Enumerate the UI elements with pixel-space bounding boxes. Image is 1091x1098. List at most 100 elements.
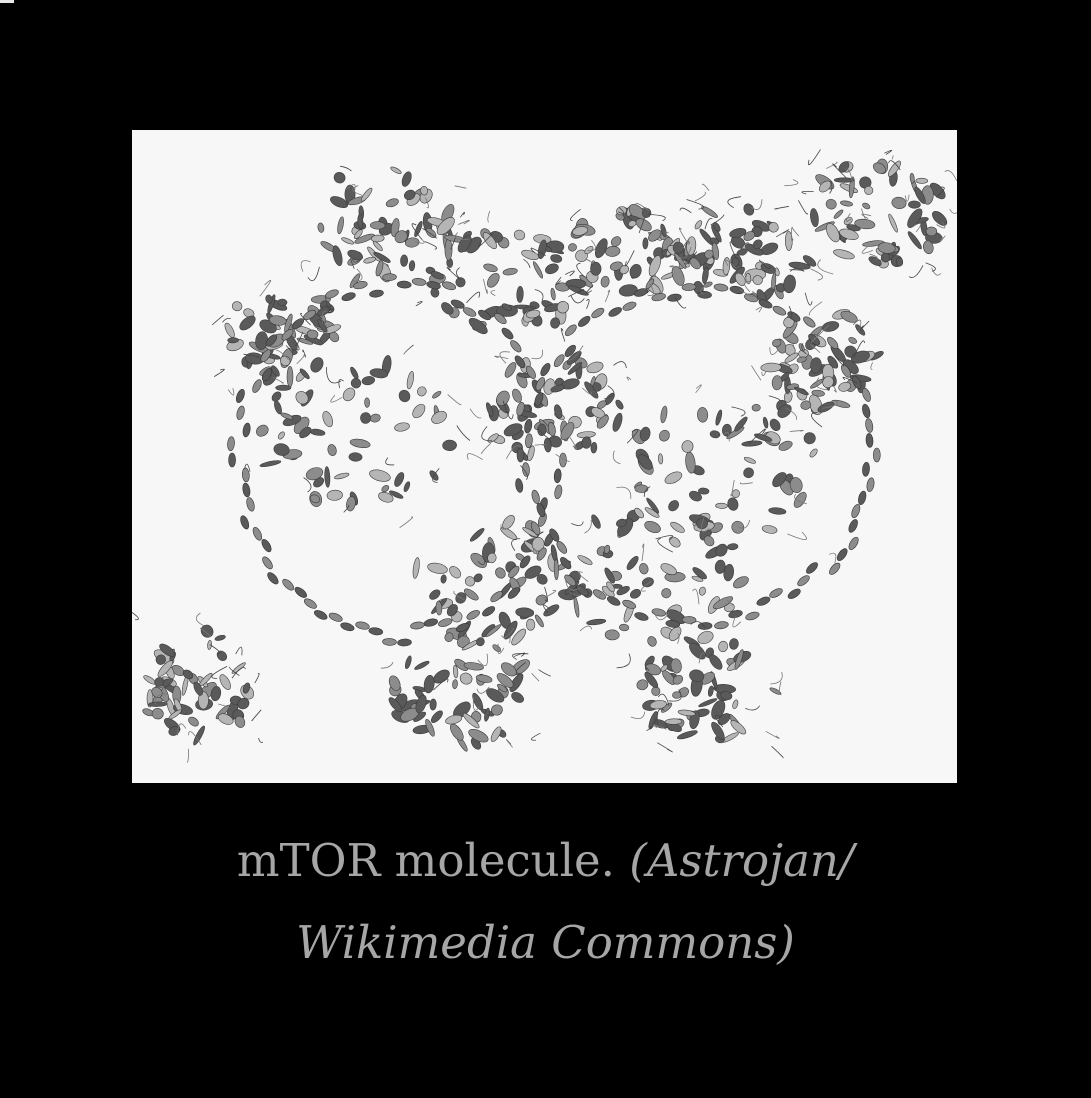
helix-segment — [408, 260, 416, 272]
coil-strand — [698, 652, 706, 664]
helix-segment — [610, 236, 622, 247]
helix-segment — [723, 563, 734, 582]
coil-strand — [520, 465, 528, 480]
coil-strand — [251, 709, 262, 722]
helix-segment — [848, 337, 858, 344]
helix-segment — [214, 634, 226, 641]
helix-segment — [681, 440, 694, 453]
coil-strand — [640, 580, 652, 592]
helix-segment — [346, 496, 356, 512]
coil-strand — [710, 214, 725, 226]
coil-strand — [380, 662, 394, 669]
ring-helix — [852, 375, 862, 390]
helix-segment — [909, 172, 915, 184]
helix-segment — [590, 261, 602, 276]
ring-helix — [806, 562, 818, 574]
helix-segment — [568, 285, 589, 296]
helix-segment — [545, 263, 559, 275]
coil-strand — [477, 560, 486, 566]
coil-strand — [738, 519, 751, 529]
coil-strand — [531, 349, 544, 360]
helix-segment — [404, 189, 416, 201]
helix-segment — [370, 234, 385, 243]
coil-strand — [350, 258, 355, 269]
helix-segment — [512, 388, 522, 403]
helix-segment — [689, 490, 702, 502]
coil-strand — [647, 283, 654, 296]
helix-segment — [689, 669, 705, 683]
coil-strand — [564, 577, 581, 591]
helix-segment — [691, 575, 704, 582]
coil-strand — [769, 347, 779, 355]
helix-segment — [271, 391, 282, 402]
coil-strand — [845, 213, 852, 222]
coil-strand — [784, 179, 799, 187]
coil-strand — [815, 377, 828, 391]
coil-strand — [340, 165, 352, 172]
ring-helix — [865, 433, 874, 448]
coil-strand — [424, 241, 438, 250]
coil-strand — [770, 671, 783, 685]
helix-segment — [310, 357, 324, 373]
ring-helix — [397, 638, 412, 647]
helix-segment — [452, 679, 458, 689]
ring-helix — [314, 610, 328, 620]
ring-helix — [282, 578, 295, 591]
helix-segment — [531, 537, 545, 552]
coil-strand — [542, 604, 551, 613]
helix-segment — [636, 679, 649, 691]
coil-strand — [755, 306, 763, 313]
coil-strand — [459, 211, 465, 218]
helix-segment — [445, 714, 463, 725]
helix-segment — [660, 405, 668, 424]
coil-strand — [450, 236, 457, 250]
coil-strand — [829, 180, 833, 194]
helix-segment — [754, 433, 773, 442]
ring-helix — [559, 452, 567, 468]
helix-segment — [431, 410, 447, 424]
helix-segment — [534, 614, 544, 628]
helix-segment — [567, 350, 582, 365]
helix-segment — [193, 681, 203, 696]
coil-strand — [748, 428, 766, 445]
helix-segment — [717, 713, 731, 726]
helix-segment — [317, 222, 325, 233]
coil-strand — [568, 289, 585, 298]
helix-segment — [895, 257, 904, 267]
ring-helix — [549, 528, 560, 542]
helix-segment — [553, 559, 559, 581]
ring-helix — [514, 355, 526, 369]
helix-segment — [743, 456, 756, 464]
helix-segment — [751, 403, 761, 412]
coil-strand — [497, 643, 505, 654]
ring-helix — [531, 489, 540, 505]
helix-segment — [429, 698, 437, 711]
helix-segment — [515, 607, 535, 618]
helix-segment — [644, 671, 659, 689]
helix-segment — [734, 272, 746, 286]
ring-helix — [592, 589, 606, 600]
helix-segment — [661, 588, 672, 599]
helix-segment — [440, 574, 447, 584]
coil-strand — [499, 351, 511, 364]
ring-helix — [862, 387, 871, 402]
coil-strand — [822, 400, 838, 409]
helix-segment — [637, 454, 653, 470]
coil-strand — [750, 199, 763, 210]
helix-segment — [403, 481, 411, 492]
ring-helix — [303, 598, 317, 609]
helix-segment — [864, 185, 874, 195]
helix-segment — [639, 426, 651, 442]
ring-helix — [261, 539, 272, 553]
coil-strand — [635, 202, 650, 212]
ring-helix — [554, 404, 563, 419]
helix-segment — [509, 673, 524, 693]
coil-strand — [657, 538, 673, 553]
helix-segment — [743, 203, 755, 216]
helix-segment — [295, 391, 309, 405]
helix-segment — [907, 231, 922, 250]
helix-segment — [342, 387, 356, 402]
coil-strand — [254, 673, 260, 684]
helix-segment — [784, 352, 799, 363]
coil-strand — [511, 538, 521, 551]
